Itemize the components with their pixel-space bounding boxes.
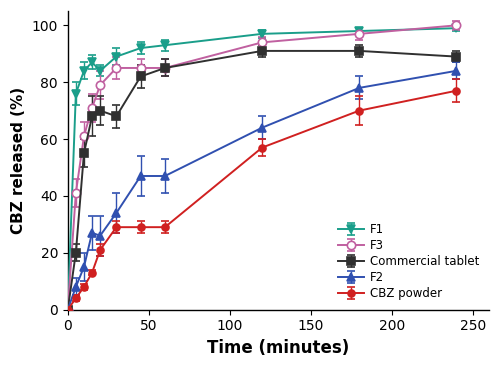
Y-axis label: CBZ released (%): CBZ released (%) [11,87,26,234]
Legend: F1, F3, Commercial tablet, F2, CBZ powder: F1, F3, Commercial tablet, F2, CBZ powde… [334,220,483,304]
X-axis label: Time (minutes): Time (minutes) [207,339,350,357]
